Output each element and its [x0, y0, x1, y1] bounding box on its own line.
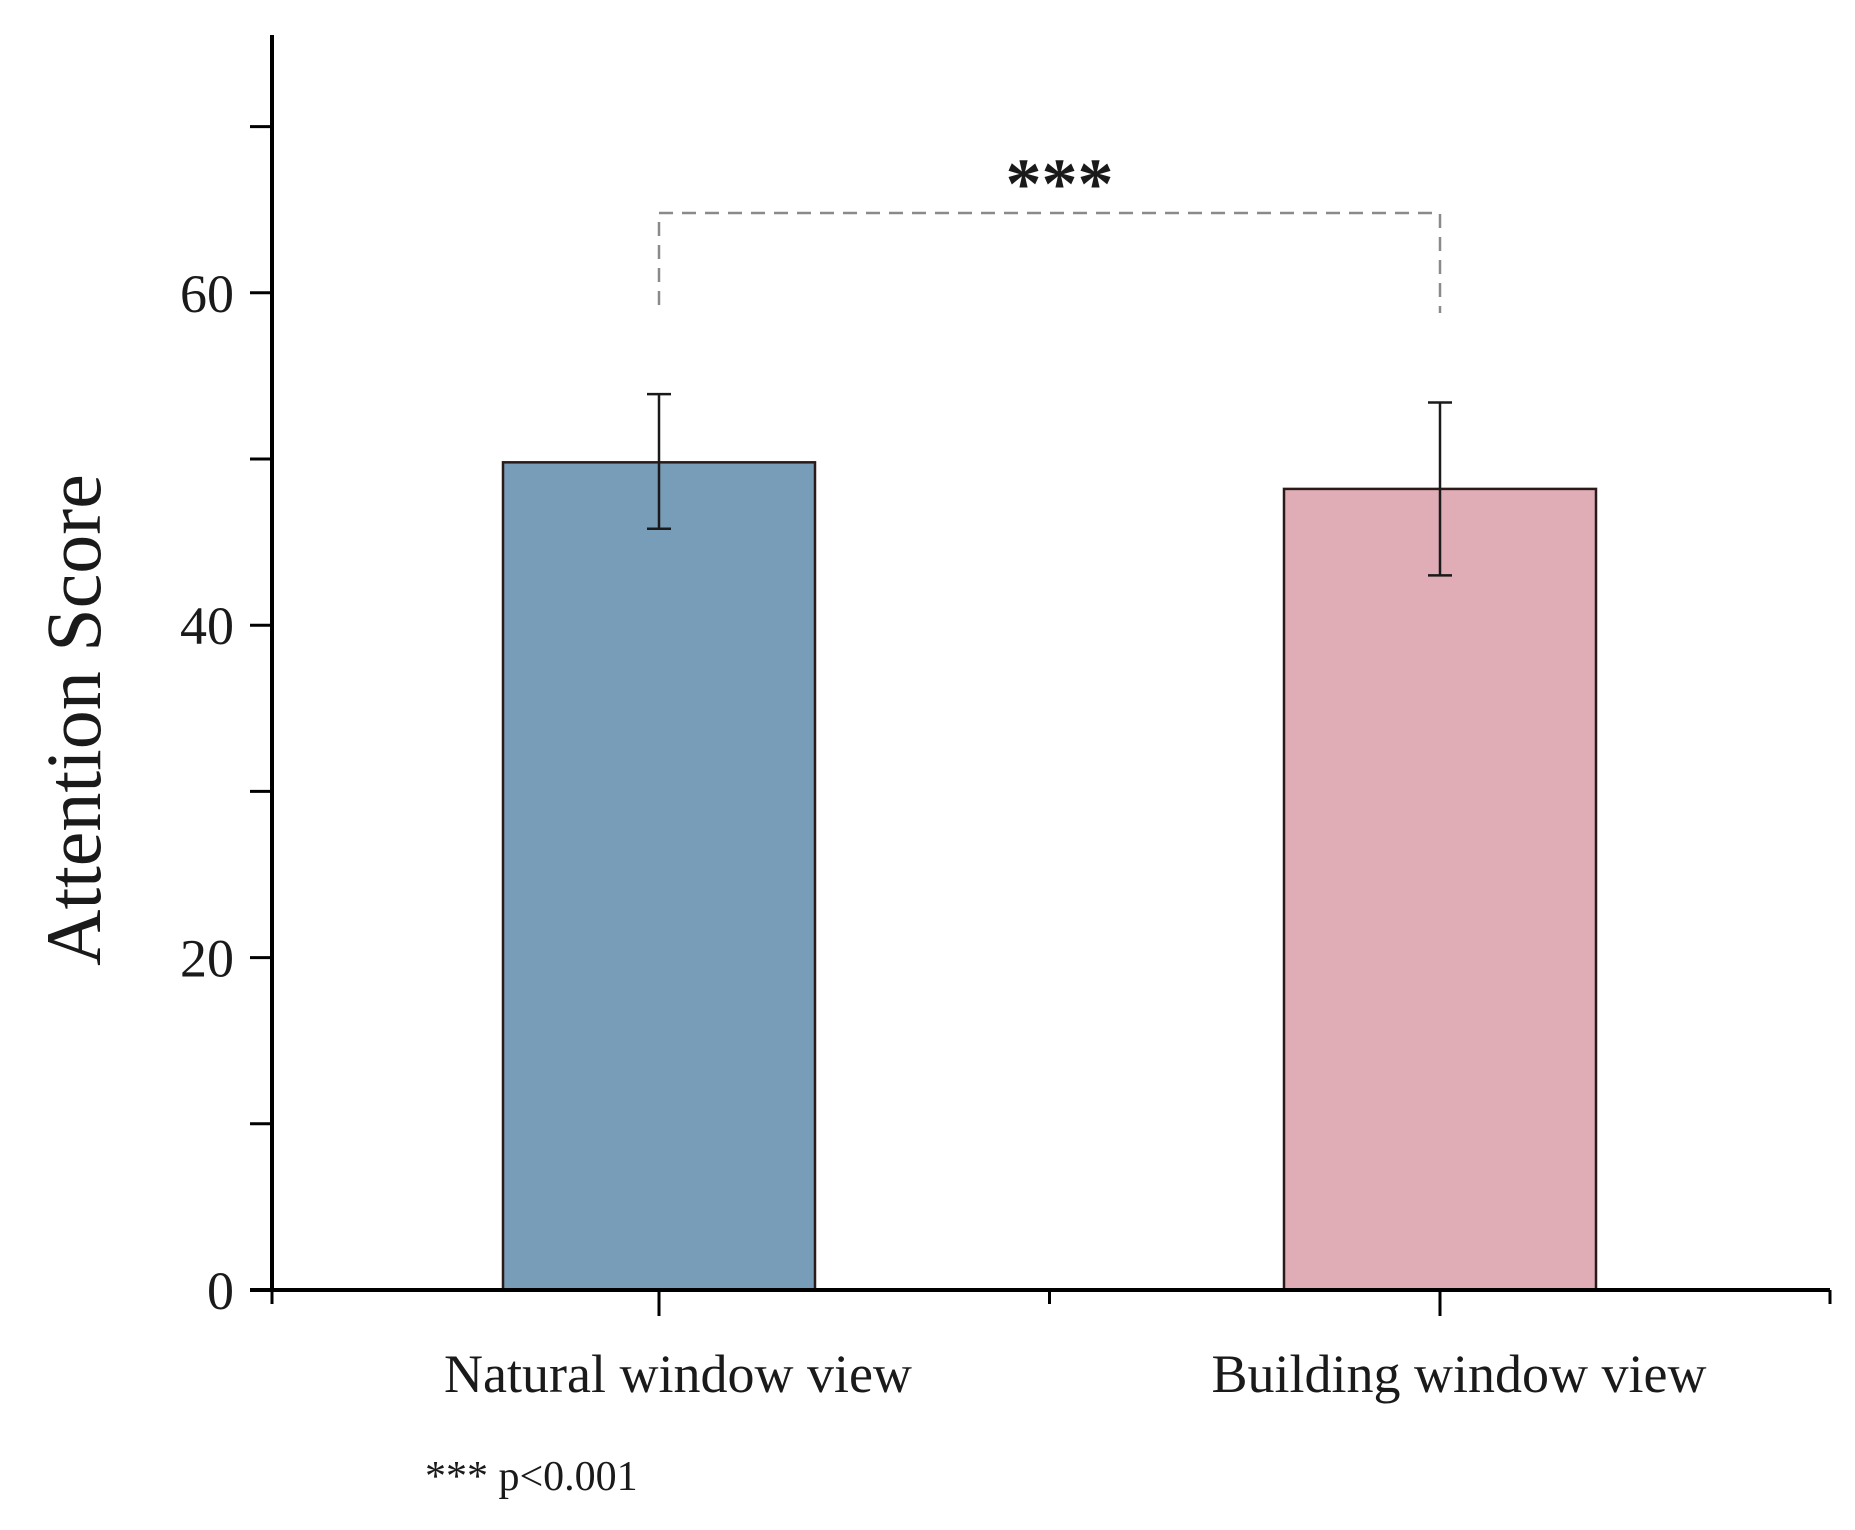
x-category-label-0: Natural window view: [444, 1344, 912, 1404]
y-tick-label-40: 40: [180, 596, 234, 656]
labels-layer: 0 20 40 60 Natural window view Building windo…: [180, 264, 1707, 1404]
x-category-label-1: Building window view: [1212, 1344, 1707, 1404]
significance-label: ***: [1006, 144, 1114, 224]
y-tick-label-0: 0: [207, 1261, 234, 1321]
significance-bracket: [657, 211, 1442, 314]
bar-0: [501, 461, 817, 1292]
significance-layer: ***: [657, 144, 1442, 314]
y-tick-label-60: 60: [180, 264, 234, 324]
error-bars-layer: [647, 392, 1452, 577]
y-axis-title: Attention Score: [30, 474, 117, 966]
significance-note: *** p<0.001: [425, 1454, 638, 1500]
bars-layer: [501, 461, 1598, 1292]
axes-layer: [250, 35, 1832, 1316]
y-tick-label-20: 20: [180, 929, 234, 989]
bar-1: [1282, 487, 1598, 1292]
